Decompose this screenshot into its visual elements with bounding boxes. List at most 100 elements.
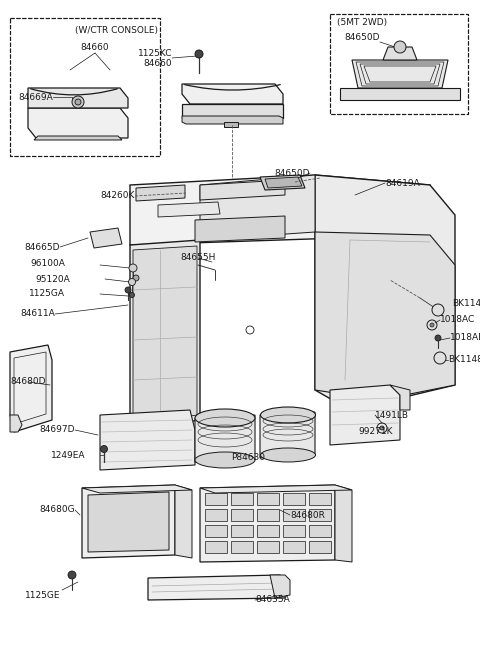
Ellipse shape [195,409,255,427]
Text: (W/CTR CONSOLE): (W/CTR CONSOLE) [75,26,158,35]
Text: 84680G: 84680G [39,506,75,514]
Text: 96100A: 96100A [30,260,65,268]
Bar [231,541,253,553]
Polygon shape [260,175,305,190]
Text: 84650D: 84650D [275,169,310,178]
Bar [309,541,331,553]
Text: 84611A: 84611A [20,310,55,319]
Polygon shape [130,240,200,430]
Polygon shape [200,485,352,493]
Polygon shape [82,485,175,558]
Polygon shape [195,216,285,242]
Text: 84680R: 84680R [290,510,325,520]
Circle shape [430,323,434,327]
Bar [330,14,468,114]
Text: BK1148: BK1148 [448,356,480,365]
Circle shape [394,41,406,53]
Bar [309,493,331,505]
Text: 84669A: 84669A [18,92,53,102]
Bar [257,525,279,537]
Text: 1125GE: 1125GE [24,590,60,600]
Polygon shape [390,385,410,410]
Polygon shape [182,84,283,104]
Bar [257,509,279,521]
Polygon shape [130,175,430,245]
Polygon shape [136,185,185,201]
Bar [283,509,305,521]
Circle shape [432,304,444,316]
Text: 84660: 84660 [81,43,109,52]
Text: 1491LB: 1491LB [375,411,409,419]
Polygon shape [315,232,455,400]
Polygon shape [133,246,197,425]
Bar [205,541,227,553]
Bar [10,18,160,156]
Circle shape [129,279,135,285]
Polygon shape [10,345,52,432]
Text: 84660: 84660 [144,60,172,68]
Bar [205,525,227,537]
Circle shape [75,99,81,105]
Text: 84260K: 84260K [101,192,135,201]
Text: 1018AC: 1018AC [440,316,475,325]
Polygon shape [200,180,285,200]
Polygon shape [340,88,460,100]
Text: P84630: P84630 [231,453,265,462]
Circle shape [130,293,134,298]
Polygon shape [182,104,283,118]
Circle shape [434,352,446,364]
Circle shape [435,335,441,341]
Bar [283,493,305,505]
Bar [257,493,279,505]
Polygon shape [352,60,448,88]
Text: 84665D: 84665D [24,243,60,251]
Ellipse shape [261,407,315,423]
Text: 84619A: 84619A [385,178,420,188]
Polygon shape [82,485,192,493]
Bar [205,509,227,521]
Polygon shape [330,385,400,445]
Polygon shape [200,175,315,240]
Circle shape [133,275,139,281]
Circle shape [100,445,108,453]
Bar [257,541,279,553]
Ellipse shape [261,448,315,462]
Polygon shape [28,88,128,108]
Polygon shape [158,202,220,217]
Text: 84650D: 84650D [344,33,380,41]
Ellipse shape [195,452,255,468]
Text: BK1148: BK1148 [452,300,480,308]
Polygon shape [148,575,285,600]
Polygon shape [315,175,455,410]
Bar [283,525,305,537]
Bar [224,122,238,127]
Text: 99271K: 99271K [358,428,393,436]
Text: 84680D: 84680D [10,377,46,386]
Bar [309,509,331,521]
Text: 95120A: 95120A [35,274,70,283]
Text: 1125KC: 1125KC [137,49,172,58]
Bar [205,493,227,505]
Bar [309,525,331,537]
Polygon shape [90,228,122,248]
Bar [10,18,160,156]
Polygon shape [28,108,128,138]
Text: 84697D: 84697D [39,426,75,434]
Bar [231,525,253,537]
Circle shape [72,96,84,108]
Bar [231,509,253,521]
Text: (5MT 2WD): (5MT 2WD) [337,18,387,28]
Text: 1125GA: 1125GA [29,289,65,298]
Polygon shape [10,415,22,432]
Polygon shape [383,47,417,60]
Polygon shape [335,485,352,562]
Text: 1249EA: 1249EA [50,451,85,459]
Text: 1018AD: 1018AD [450,333,480,342]
Text: 84635A: 84635A [255,596,290,604]
Circle shape [125,287,131,293]
Text: 84655H: 84655H [180,253,216,262]
Polygon shape [34,136,122,140]
Polygon shape [195,415,255,462]
Polygon shape [182,116,283,124]
Polygon shape [270,575,290,598]
